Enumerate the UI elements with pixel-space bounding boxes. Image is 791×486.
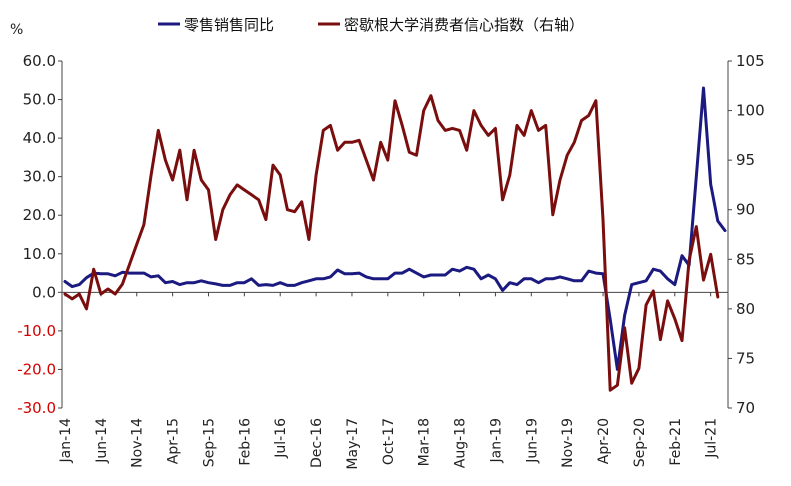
series-line-consumer-sentiment <box>63 94 720 392</box>
x-tick-label: Feb-21 <box>668 418 684 466</box>
right-tick-label: 80 <box>736 300 755 318</box>
x-tick-label: Jul-21 <box>704 418 720 459</box>
x-tick-label: Apr-15 <box>166 418 182 464</box>
x-tick-label: Jan-19 <box>488 418 504 463</box>
x-tick-label: Nov-14 <box>130 418 146 468</box>
x-tick-label: Feb-16 <box>237 418 253 466</box>
right-tick-label: 105 <box>736 52 765 70</box>
legend: 零售销售同比 密歇根大学消费者信心指数（右轴） <box>158 16 584 34</box>
right-tick-label: 70 <box>736 399 755 417</box>
right-tick-label: 100 <box>736 102 765 120</box>
legend-label-sentiment: 密歇根大学消费者信心指数（右轴） <box>344 16 584 34</box>
left-tick-label: 60.0 <box>23 52 56 70</box>
left-tick-label: -10.0 <box>17 322 56 340</box>
x-tick-label: Aug-18 <box>453 418 469 468</box>
right-tick-label: 85 <box>736 250 755 268</box>
x-tick-label: Mar-18 <box>417 418 433 466</box>
x-tick-label: Jul-16 <box>273 418 289 459</box>
x-tick-label: Oct-17 <box>381 418 397 465</box>
left-tick-label: 10.0 <box>23 245 56 263</box>
left-tick-label: -30.0 <box>17 399 56 417</box>
left-tick-label: 20.0 <box>23 206 56 224</box>
x-tick-label: Dec-16 <box>309 418 325 468</box>
x-tick-label: May-17 <box>345 418 361 470</box>
x-tick-label: Jan-14 <box>58 418 74 464</box>
right-tick-label: 90 <box>736 201 755 219</box>
left-tick-label: -20.0 <box>17 360 56 378</box>
legend-label-retail: 零售销售同比 <box>184 16 274 34</box>
x-tick-label: Sep-20 <box>632 418 648 467</box>
x-tick-label: Nov-19 <box>560 418 576 468</box>
x-tick-label: Jun-19 <box>524 418 540 464</box>
y-unit-label: % <box>10 22 23 38</box>
left-tick-label: 50.0 <box>23 91 56 109</box>
right-tick-label: 75 <box>736 349 755 367</box>
x-tick-label: Jun-14 <box>94 418 110 464</box>
right-tick-label: 95 <box>736 151 755 169</box>
series-lines <box>63 86 727 392</box>
tick-labels: -30.0 -20.0 -10.0 0.0 10.0 20.0 30.0 40.0 50.0 60… <box>17 52 764 470</box>
left-tick-label: 0.0 <box>32 283 56 301</box>
left-tick-label: 30.0 <box>23 168 56 186</box>
x-tick-label: Sep-15 <box>201 418 217 467</box>
series-line-retail-sales <box>63 86 727 371</box>
axes <box>58 60 732 409</box>
left-tick-label: 40.0 <box>23 129 56 147</box>
x-tick-label: Apr-20 <box>596 418 612 464</box>
